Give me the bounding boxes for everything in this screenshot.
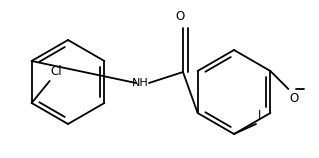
Text: Cl: Cl: [51, 65, 62, 78]
Text: NH: NH: [132, 78, 148, 88]
Text: I: I: [258, 109, 261, 122]
Text: O: O: [175, 10, 185, 23]
Text: O: O: [289, 92, 299, 105]
